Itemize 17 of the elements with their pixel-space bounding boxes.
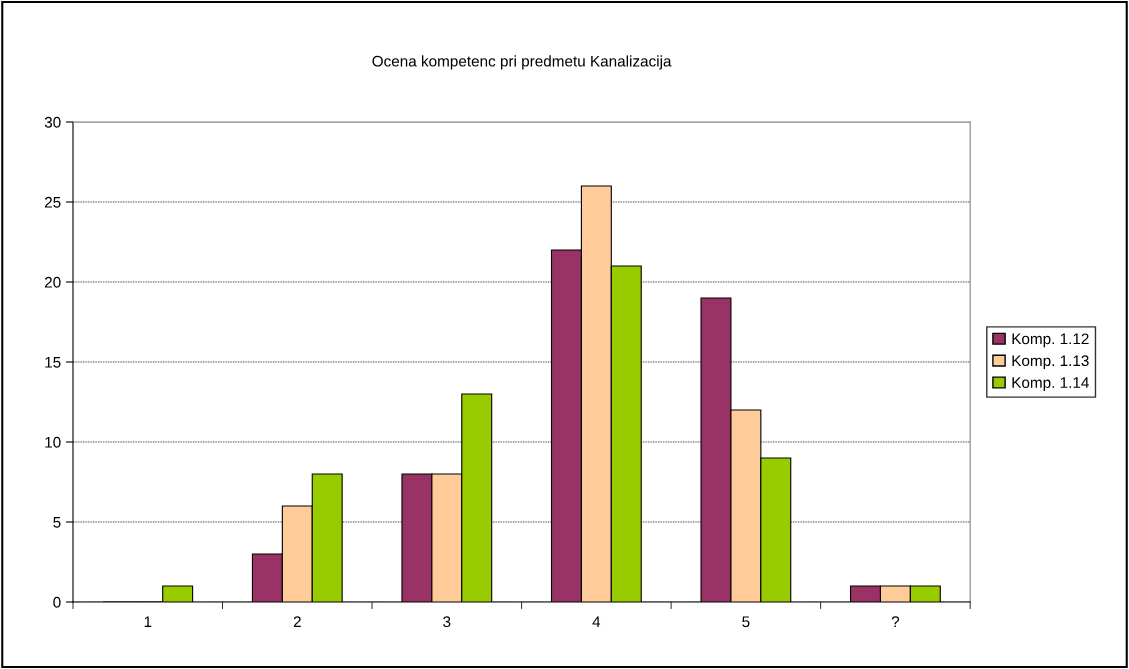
legend-label: Komp. 1.14 bbox=[1012, 377, 1089, 391]
y-tick-label: 0 bbox=[53, 596, 61, 608]
x-tick-label: 3 bbox=[443, 616, 451, 628]
x-tick-label: ? bbox=[891, 616, 900, 627]
y-tick-label: 20 bbox=[44, 276, 61, 288]
legend-label: Komp. 1.13 bbox=[1012, 355, 1089, 370]
y-tick-label: 5 bbox=[53, 517, 61, 528]
x-tick-label: 2 bbox=[293, 616, 301, 627]
y-tick-label: 30 bbox=[44, 116, 61, 128]
x-tick-label: 4 bbox=[592, 616, 601, 627]
y-tick-label: 25 bbox=[44, 196, 61, 208]
chart-title: Ocena kompetenc pri predmetu Kanalizacija bbox=[372, 55, 672, 70]
y-tick-label: 15 bbox=[45, 357, 61, 368]
y-tick-label: 10 bbox=[45, 436, 61, 448]
x-tick-label: 5 bbox=[742, 616, 750, 628]
legend-label: Komp. 1.12 bbox=[1012, 333, 1089, 348]
x-tick-label: 1 bbox=[144, 616, 152, 627]
